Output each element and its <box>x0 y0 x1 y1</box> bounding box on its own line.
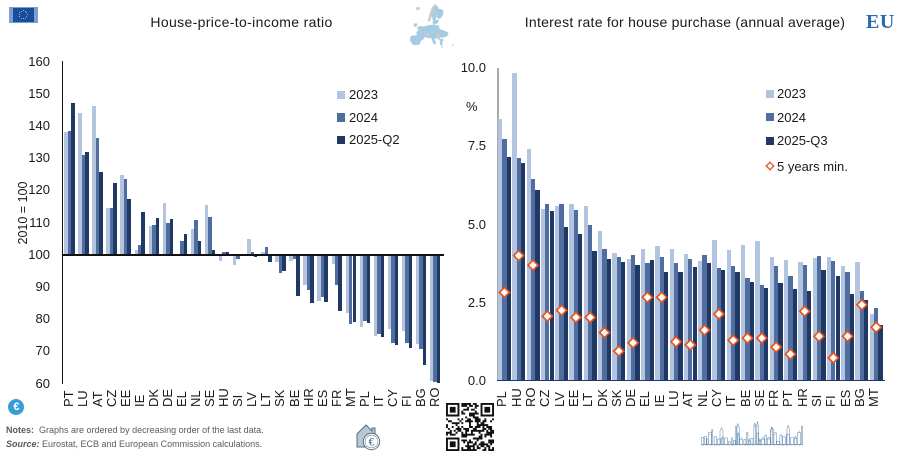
svg-text:€: € <box>369 437 375 449</box>
